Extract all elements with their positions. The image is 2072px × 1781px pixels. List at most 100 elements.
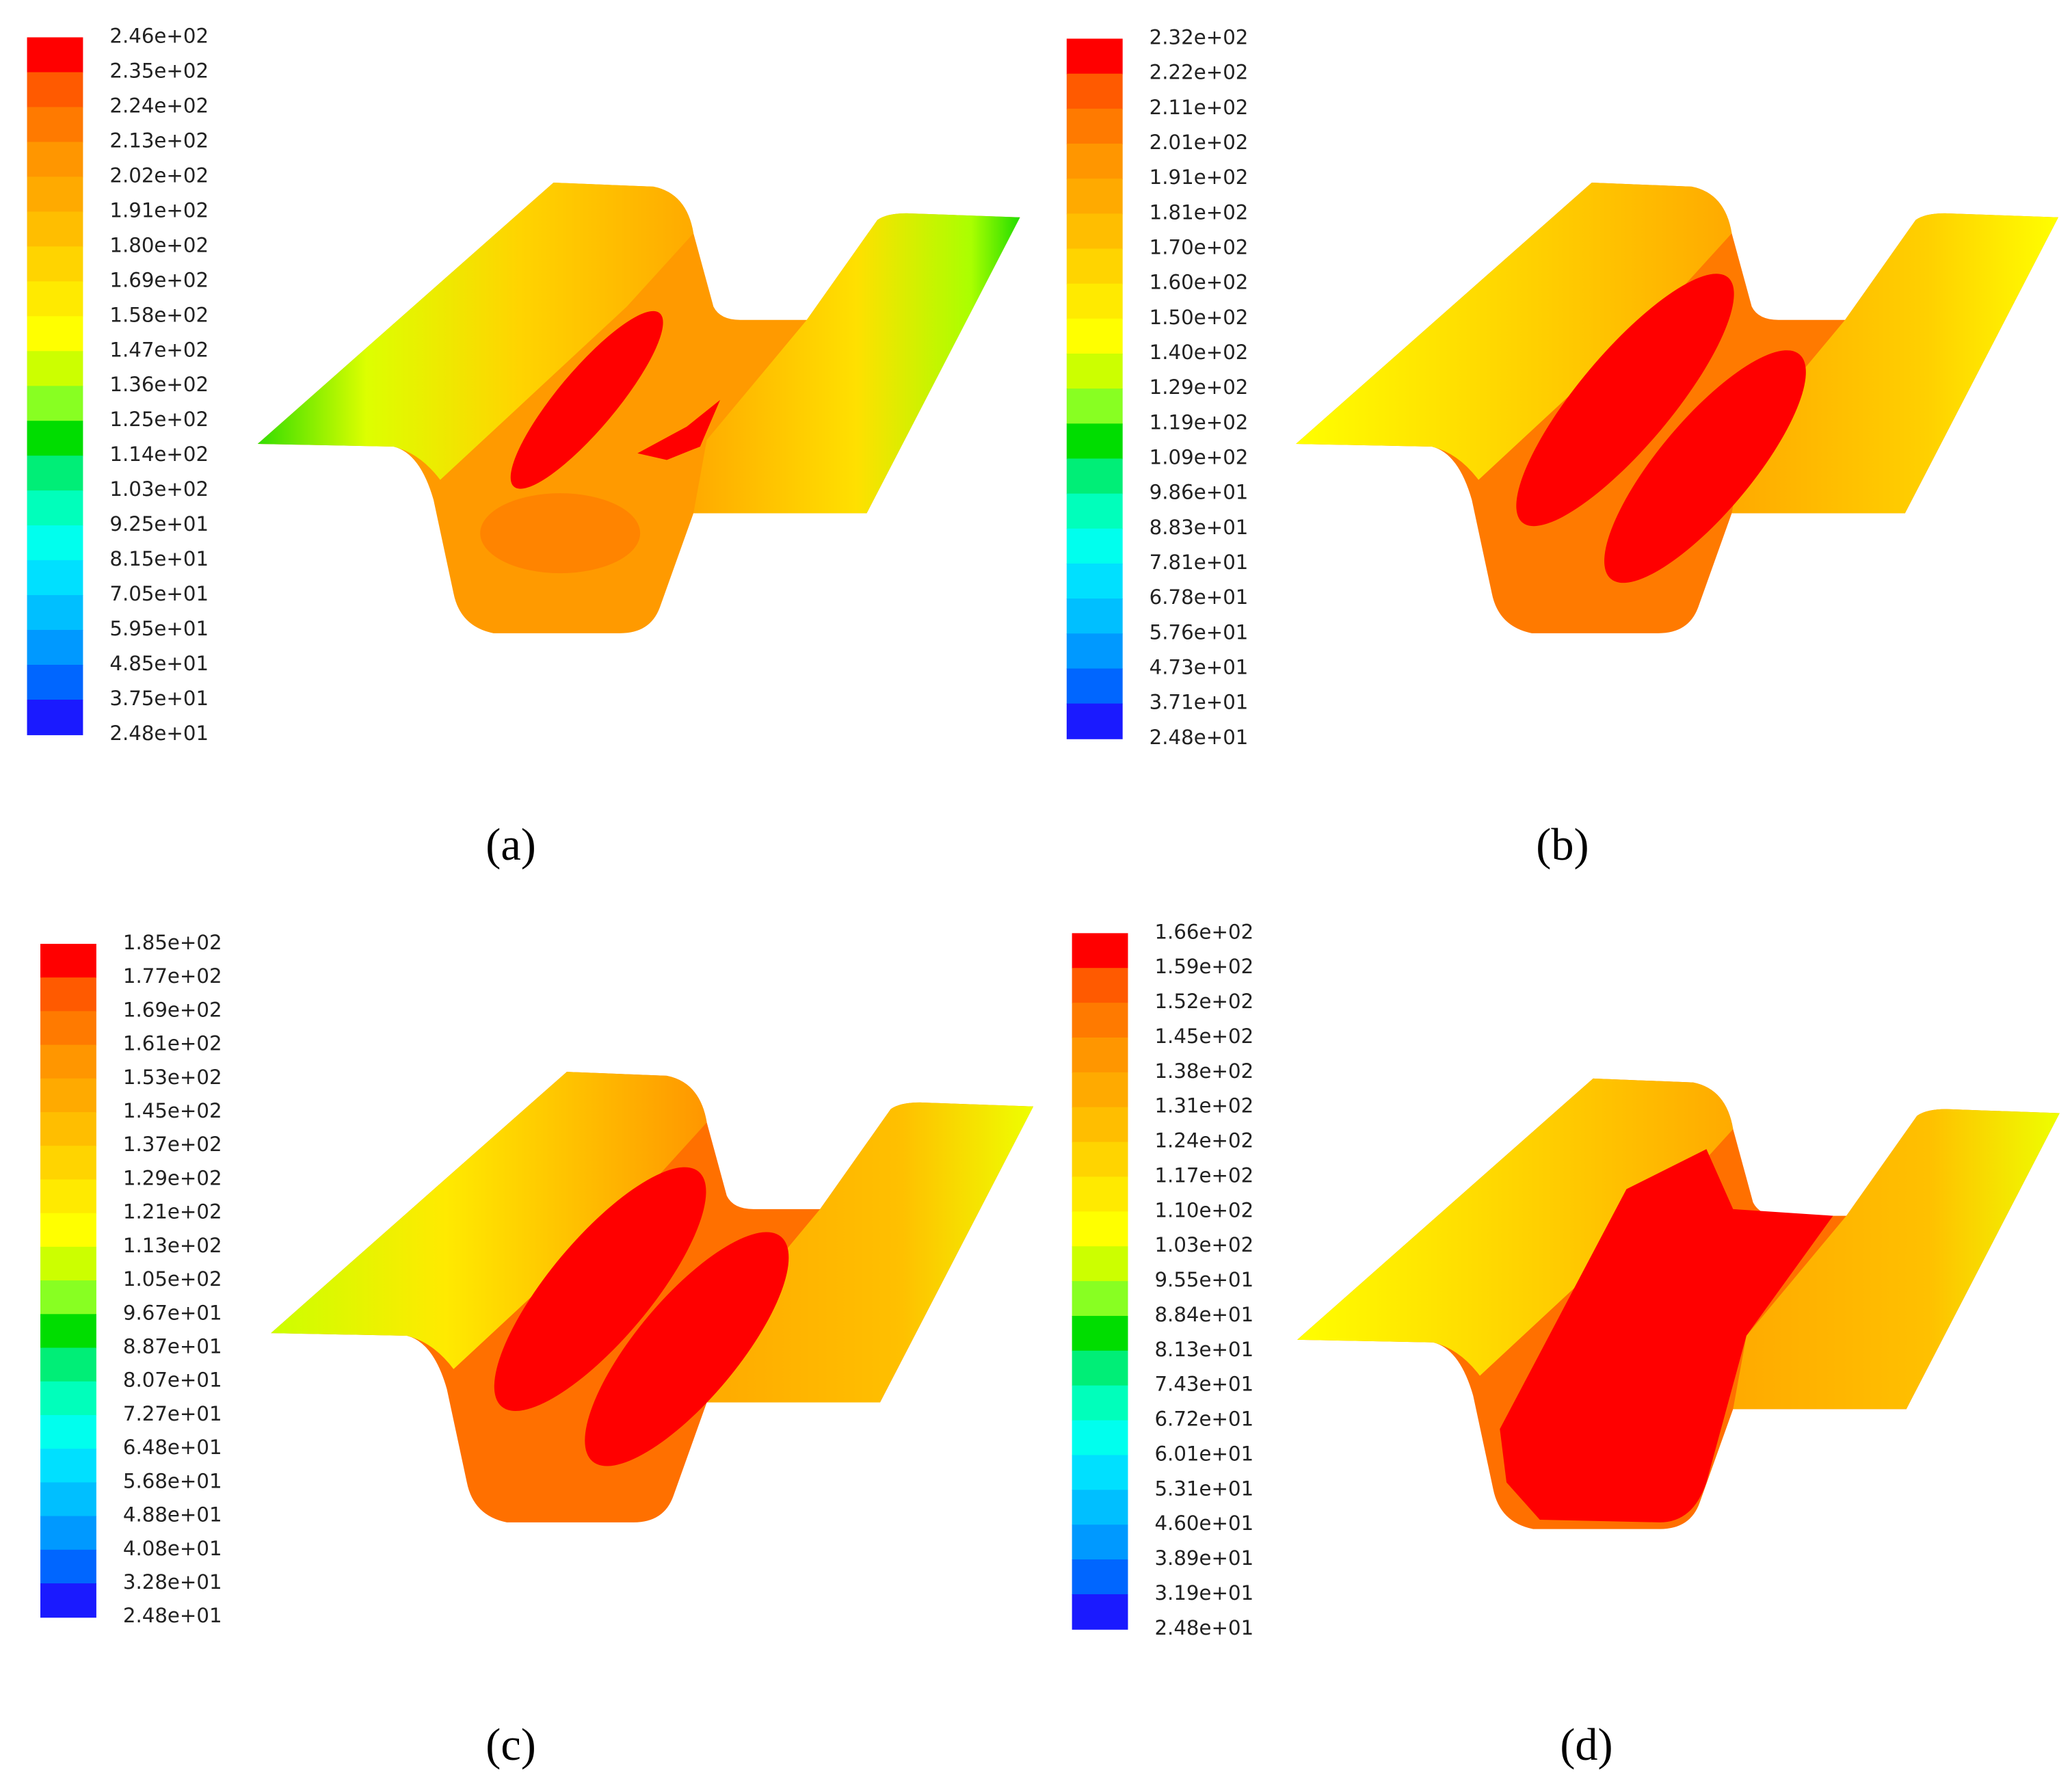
colorbar-band [1072, 1315, 1128, 1351]
colorbar-label: 1.14e+02 [109, 443, 209, 466]
colorbar-band [1072, 1176, 1128, 1213]
colorbar-label: 4.60e+01 [1154, 1512, 1253, 1535]
colorbar-label: 3.75e+01 [109, 687, 209, 710]
colorbar-label: 1.17e+02 [1154, 1163, 1253, 1187]
colorbar-band [27, 351, 83, 387]
colorbar-band [1066, 388, 1123, 425]
colorbar-band [1066, 248, 1123, 285]
colorbar-band [27, 595, 83, 631]
colorbar-band [1066, 144, 1123, 180]
colorbar-band [27, 246, 83, 282]
colorbar-band [40, 977, 96, 1012]
colorbar-label: 2.48e+01 [123, 1604, 222, 1627]
colorbar-band [40, 1213, 96, 1248]
colorbar-band [1072, 1455, 1128, 1491]
colorbar-band [1072, 1142, 1128, 1178]
colorbar-band [1066, 703, 1123, 739]
colorbar-label: 1.70e+02 [1150, 236, 1249, 259]
colorbar-label: 3.71e+01 [1150, 691, 1249, 714]
colorbar-label: 2.32e+02 [1150, 26, 1249, 49]
colorbar-label: 2.48e+01 [1150, 726, 1249, 749]
colorbar-band [1066, 38, 1123, 75]
colorbar-label: 2.24e+02 [109, 94, 209, 118]
colorbar-label: 9.67e+01 [123, 1301, 222, 1324]
colorbar-label: 1.31e+02 [1154, 1094, 1253, 1118]
colorbar-label: 7.27e+01 [123, 1402, 222, 1425]
colorbar-label: 1.10e+02 [1154, 1198, 1253, 1222]
colorbar-label: 1.37e+02 [123, 1133, 222, 1156]
colorbar-label: 1.60e+02 [1150, 271, 1249, 294]
colorbar-band [40, 1246, 96, 1282]
colorbar-band [1066, 423, 1123, 460]
colorbar-label: 2.01e+02 [1150, 131, 1249, 154]
colorbar-label: 2.46e+02 [109, 25, 209, 48]
colorbar-band [1066, 528, 1123, 564]
colorbar-label: 4.85e+01 [109, 652, 209, 675]
colorbar-label: 1.50e+02 [1150, 306, 1249, 329]
colorbar-band [40, 1347, 96, 1382]
colorbar-band [27, 560, 83, 596]
colorbar-label: 1.45e+02 [1154, 1025, 1253, 1048]
colorbar-label: 1.47e+02 [109, 338, 209, 361]
colorbar-band [27, 421, 83, 457]
colorbar-label: 6.48e+01 [123, 1436, 222, 1459]
colorbar-band [40, 1314, 96, 1349]
colorbar-band [40, 1112, 96, 1147]
colorbar-band [1072, 1420, 1128, 1456]
colorbar-band [40, 1482, 96, 1517]
colorbar-label: 9.25e+01 [109, 512, 209, 536]
colorbar-band [40, 1414, 96, 1450]
colorbar-label: 1.38e+02 [1154, 1059, 1253, 1083]
colorbar-label: 5.76e+01 [1150, 620, 1249, 644]
colorbar-label: 1.19e+02 [1150, 410, 1249, 434]
colorbar-label: 1.91e+02 [109, 198, 209, 222]
colorbar-label: 6.01e+01 [1154, 1442, 1253, 1465]
colorbar-label: 3.19e+01 [1154, 1581, 1253, 1605]
colorbar-label: 8.83e+01 [1150, 516, 1249, 539]
colorbar-label: 2.02e+02 [109, 163, 209, 187]
colorbar-label: 1.29e+02 [123, 1166, 222, 1189]
colorbar-label: 3.89e+01 [1154, 1546, 1253, 1570]
colorbar-band [1072, 1107, 1128, 1143]
colorbar-label: 1.61e+02 [123, 1032, 222, 1055]
colorbar-label: 7.05e+01 [109, 582, 209, 605]
colorbar-band [40, 1280, 96, 1315]
colorbar-label: 6.78e+01 [1150, 585, 1249, 609]
colorbar-band [1066, 318, 1123, 354]
colorbar-band [1066, 73, 1123, 109]
colorbar-label: 7.81e+01 [1150, 551, 1249, 574]
colorbar-band [1072, 1246, 1128, 1282]
colorbar-label: 1.05e+02 [123, 1267, 222, 1291]
colorbar-label: 8.84e+01 [1154, 1303, 1253, 1326]
colorbar-band [1072, 968, 1128, 1004]
colorbar-label: 1.58e+02 [109, 303, 209, 326]
colorbar-band [27, 316, 83, 352]
colorbar-band [1072, 1037, 1128, 1073]
colorbar-band [27, 281, 83, 317]
colorbar-label: 5.68e+01 [123, 1469, 222, 1492]
colorbar-band [1066, 633, 1123, 670]
colorbar-label: 1.36e+02 [109, 373, 209, 396]
colorbar-band [1072, 1525, 1128, 1561]
colorbar-label: 1.52e+02 [1154, 990, 1253, 1013]
colorbar-band [27, 107, 83, 143]
colorbar-band [40, 1011, 96, 1046]
colorbar-label: 8.13e+01 [1154, 1338, 1253, 1361]
colorbar-band [1066, 179, 1123, 215]
caption: (c) [486, 1720, 536, 1770]
colorbar-band [1072, 933, 1128, 969]
colorbar-band [1066, 493, 1123, 529]
colorbar-label: 1.69e+02 [109, 268, 209, 291]
colorbar-band [1066, 353, 1123, 390]
colorbar-label: 8.07e+01 [123, 1369, 222, 1392]
colorbar-band [1072, 1559, 1128, 1595]
colorbar-band [27, 142, 83, 178]
colorbar-label: 1.91e+02 [1150, 166, 1249, 189]
colorbar-band [1066, 668, 1123, 704]
caption: (b) [1536, 820, 1589, 870]
colorbar-band [1066, 213, 1123, 250]
colorbar-band [1072, 1350, 1128, 1386]
colorbar-label: 4.08e+01 [123, 1537, 222, 1560]
